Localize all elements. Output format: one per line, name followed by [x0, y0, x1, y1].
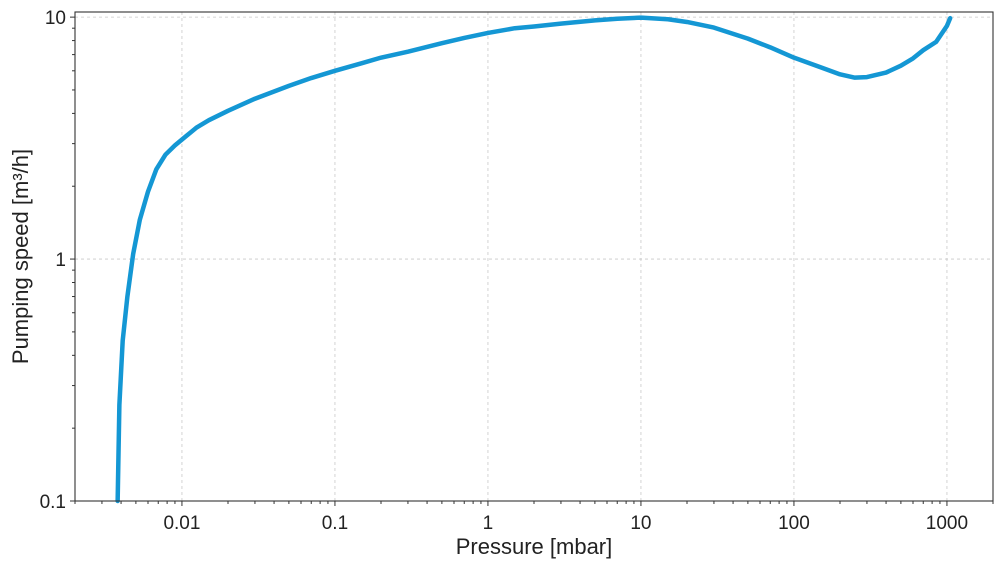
x-tick-label: 100 — [778, 513, 810, 534]
series-line-pumping-speed — [115, 15, 953, 504]
x-axis-label: Pressure [mbar] — [456, 534, 613, 559]
ticks: 0.01 0.1 1 10 100 1000 0.1 1 10 — [40, 8, 994, 534]
x-tick-label: 0.01 — [163, 513, 200, 534]
x-tick-label: 1000 — [926, 513, 968, 534]
x-tick-label: 1 — [483, 513, 494, 534]
x-tick-label: 10 — [630, 513, 651, 534]
x-tick-label: 0.1 — [322, 513, 348, 534]
y-tick-label: 1 — [55, 250, 66, 271]
y-tick-label: 0.1 — [40, 492, 66, 513]
y-axis-label: Pumping speed [m³/h] — [8, 149, 33, 364]
series-layer — [115, 15, 953, 504]
y-tick-label: 10 — [45, 8, 66, 29]
